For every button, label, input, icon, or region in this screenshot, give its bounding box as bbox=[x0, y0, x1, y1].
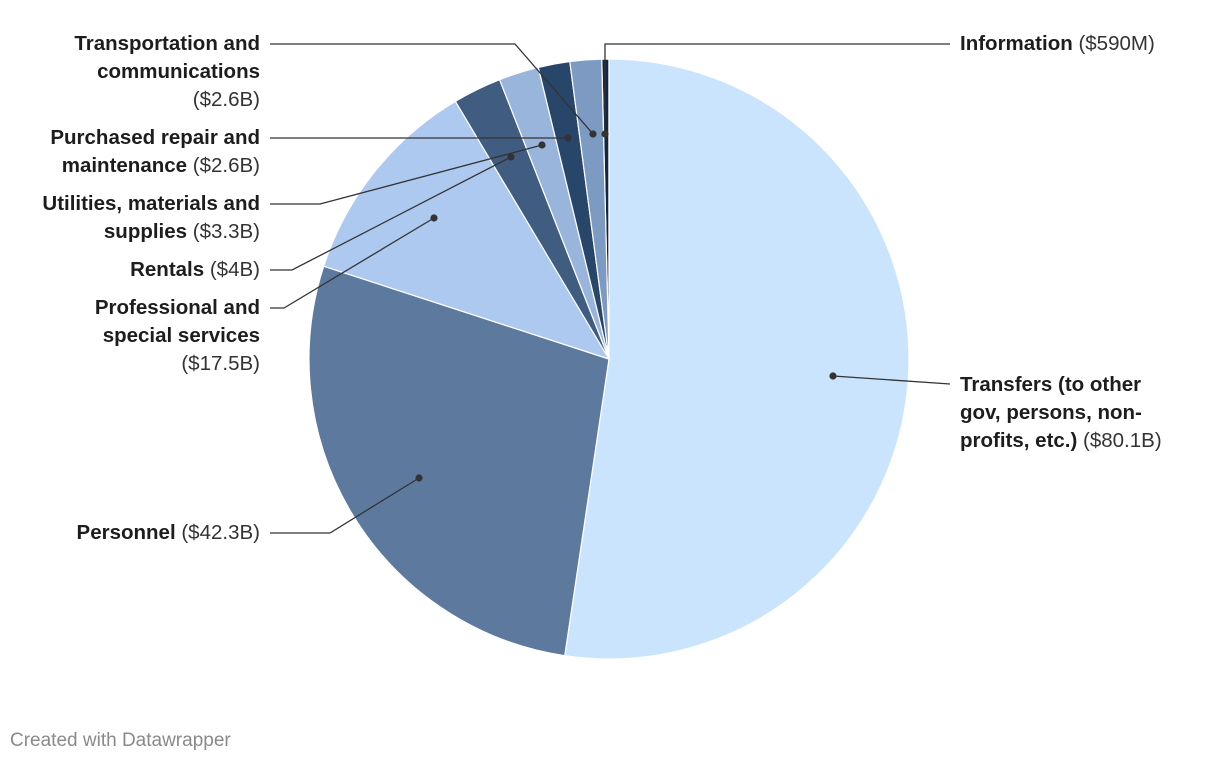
leader-dot-personnel bbox=[415, 474, 423, 482]
leader-dot-purchased-repair bbox=[564, 134, 572, 142]
leader-dot-rentals bbox=[507, 153, 515, 161]
label-utilities: Utilities, materials and supplies ($3.3B… bbox=[42, 192, 260, 243]
leader-dot-utilities bbox=[538, 141, 546, 149]
label-purchased-repair: Purchased repair and maintenance ($2.6B) bbox=[50, 126, 260, 177]
leader-line-transportation bbox=[270, 43, 594, 135]
label-transportation: Transportation and communications ($2.6B… bbox=[74, 32, 260, 111]
leader-dot-information bbox=[601, 130, 609, 138]
label-information: Information ($590M) bbox=[960, 32, 1155, 55]
leader-line-rentals bbox=[270, 156, 512, 271]
leader-dot-transfers bbox=[829, 372, 837, 380]
datawrapper-credit: Created with Datawrapper bbox=[10, 730, 231, 751]
leader-dot-transportation bbox=[589, 130, 597, 138]
label-rentals: Rentals ($4B) bbox=[130, 258, 260, 281]
leader-lines bbox=[270, 43, 951, 534]
label-professional: Professional and special services ($17.5… bbox=[94, 296, 260, 375]
leader-dot-professional bbox=[430, 214, 438, 222]
pie-slices bbox=[308, 58, 910, 660]
leader-line-information bbox=[604, 43, 950, 134]
leader-line-transfers bbox=[832, 375, 951, 385]
label-transfers: Transfers (to other gov, persons, non- p… bbox=[960, 373, 1162, 452]
pie-slice-transportation-and-communications bbox=[569, 58, 610, 360]
leader-line-personnel bbox=[270, 477, 420, 534]
pie-slice-transfers-to-other-gov-persons-non-profits-etc bbox=[564, 58, 910, 660]
label-personnel: Personnel ($42.3B) bbox=[76, 521, 260, 544]
leader-line-utilities bbox=[270, 144, 543, 205]
leader-line-professional bbox=[270, 217, 435, 309]
pie-slice-personnel bbox=[308, 265, 610, 657]
